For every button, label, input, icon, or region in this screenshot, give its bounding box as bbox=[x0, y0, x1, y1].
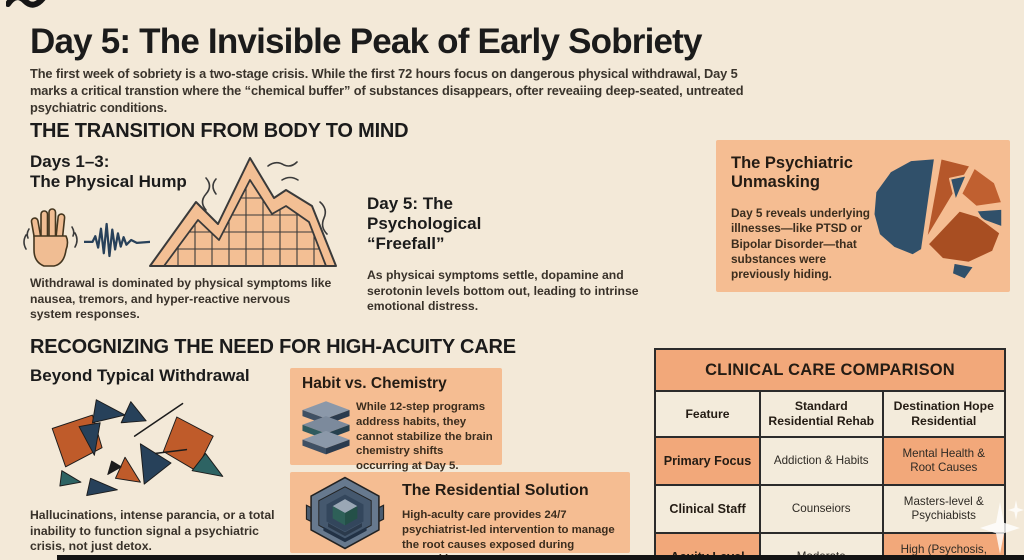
table-row: Primary Focus Addiction & Habits Mental … bbox=[654, 436, 1006, 486]
page-title: Day 5: The Invisible Peak of Early Sobri… bbox=[30, 22, 703, 61]
row-destination-value: Masters-level & Psychiabists bbox=[881, 484, 1006, 534]
shattered-shapes-illustration bbox=[51, 399, 224, 497]
column-header-feature: Feature bbox=[654, 390, 761, 438]
trembling-hand-icon bbox=[23, 208, 78, 267]
habit-vs-chemistry-card: Habit vs. Chemistry While 12-step progra… bbox=[290, 368, 502, 472]
row-feature-label: Primary Focus bbox=[654, 436, 761, 486]
residential-heading: The Residential Solution bbox=[402, 482, 589, 499]
row-destination-value: Mental Health & Root Causes bbox=[881, 436, 1006, 486]
beyond-withdrawal-heading: Beyond Typical Withdrawal bbox=[30, 366, 250, 385]
freefall-heading-line2: Psychological bbox=[367, 214, 482, 234]
habit-body: While 12-step programs address habits, t… bbox=[356, 401, 493, 473]
withdrawal-peak-chart bbox=[149, 157, 337, 267]
row-standard-value: Addiction & Habits bbox=[759, 436, 884, 486]
freefall-body: As physicai symptoms settle, dopamine an… bbox=[367, 268, 639, 314]
ekg-waveform-icon bbox=[84, 222, 150, 258]
freefall-heading-line1: Day 5: The bbox=[367, 194, 453, 213]
column-header-destination: Destination Hope Residential bbox=[881, 390, 1006, 438]
residential-body: High-aculty care provides 24/7 psychiatr… bbox=[402, 509, 615, 560]
freefall-heading-line3: “Freefall” bbox=[367, 234, 445, 254]
physical-hump-heading-line2: The Physical Hump bbox=[30, 172, 187, 192]
unmasking-body: Day 5 reveals underlying illnesses—like … bbox=[731, 206, 871, 282]
section-heading-transition: THE TRANSITION FROM BODY TO MIND bbox=[30, 120, 409, 142]
intro-paragraph: The first week of sobriety is a two-stag… bbox=[30, 66, 744, 115]
section-heading-acuity: RECOGNIZING THE NEED FOR HIGH-ACUITY CAR… bbox=[30, 336, 516, 358]
sparkle-watermark-small bbox=[1008, 500, 1024, 520]
physical-hump-body: Withdrawal is dominated by physical symp… bbox=[30, 276, 332, 322]
row-feature-label: Clinical Staff bbox=[654, 484, 761, 534]
table-row: Clinical Staff Counseiors Masters-level … bbox=[654, 484, 1006, 534]
physical-hump-heading: Days 1–3: The Physical Hump bbox=[30, 152, 187, 192]
unmasking-heading-line2: Unmasking bbox=[731, 172, 820, 191]
bottom-bar bbox=[57, 555, 1024, 560]
habit-heading: Habit vs. Chemistry bbox=[302, 375, 447, 392]
geometric-brain-illustration bbox=[872, 157, 1004, 281]
unmasking-heading: The Psychiatric Unmasking bbox=[731, 154, 853, 192]
beyond-withdrawal-body: Hallucinations, intense parancia, or a t… bbox=[30, 508, 275, 554]
unmasking-heading-line1: The Psychiatric bbox=[731, 154, 853, 172]
stacked-layers-icon bbox=[302, 401, 350, 455]
freefall-heading: Day 5: The Psychological “Freefall” bbox=[367, 194, 481, 254]
psychiatric-unmasking-card: The Psychiatric Unmasking Day 5 reveals … bbox=[716, 140, 1010, 292]
comparison-table-title: CLINICAL CARE COMPARISON bbox=[654, 348, 1006, 392]
physical-hump-heading-line1: Days 1–3: bbox=[30, 152, 110, 171]
residential-solution-card: The Residential Solution High-aculty car… bbox=[290, 472, 630, 560]
isometric-facility-icon bbox=[305, 476, 385, 550]
column-header-standard: Standard Residential Rehab bbox=[759, 390, 884, 438]
corner-mark bbox=[6, 0, 46, 8]
clinical-care-comparison-table: CLINICAL CARE COMPARISON Feature Standar… bbox=[654, 348, 1006, 560]
row-standard-value: Counseiors bbox=[759, 484, 884, 534]
